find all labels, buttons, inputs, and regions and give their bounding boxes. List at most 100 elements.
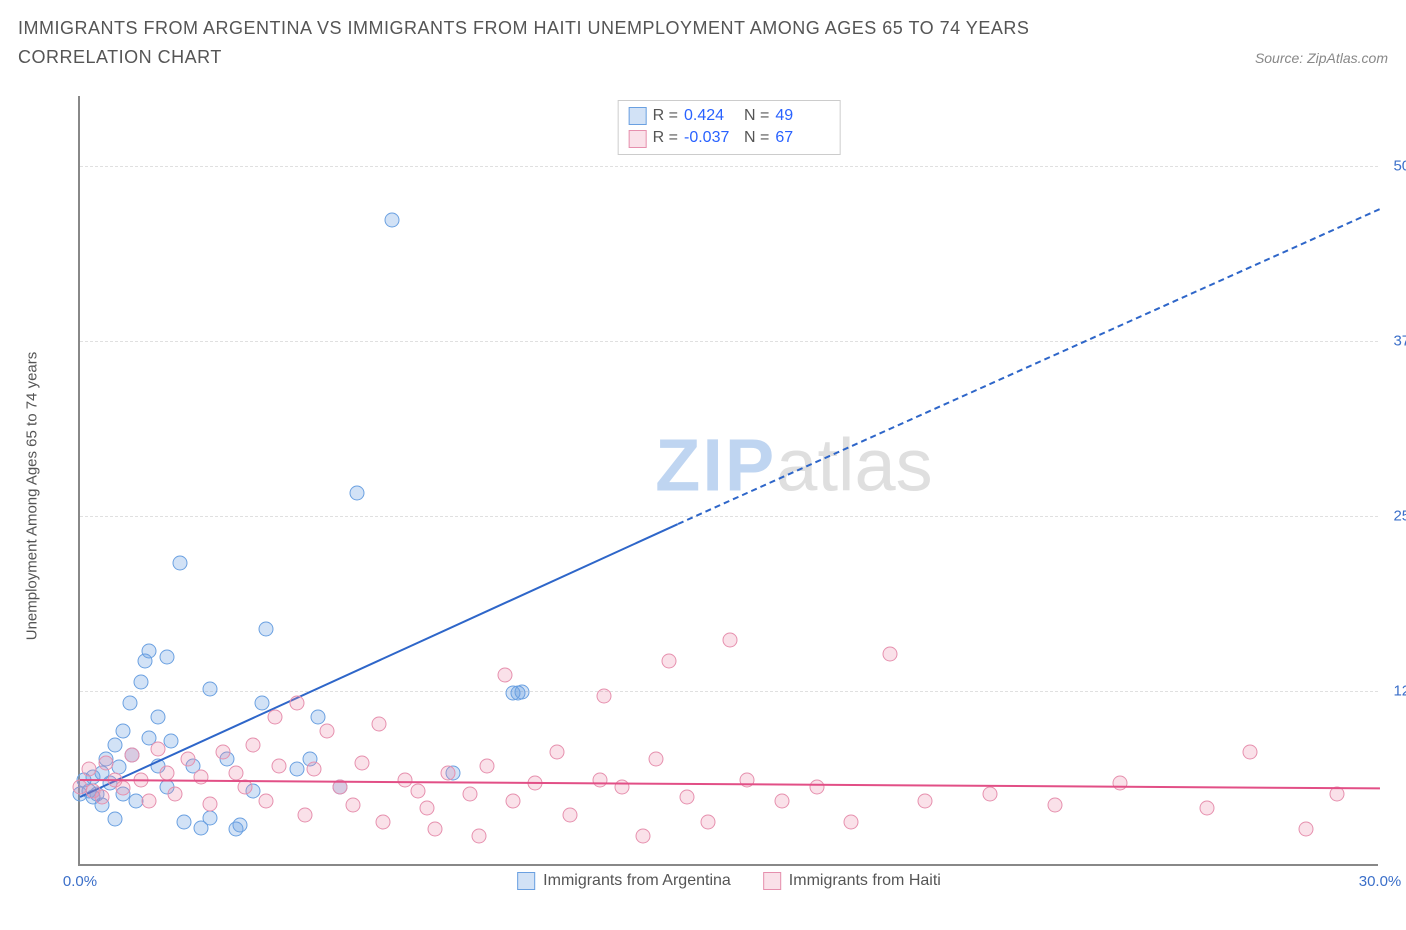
- data-point: [255, 696, 270, 711]
- swatch-haiti-icon: [763, 872, 781, 890]
- trend-line: [678, 208, 1381, 525]
- data-point: [229, 766, 244, 781]
- data-point: [883, 647, 898, 662]
- gridline: [80, 166, 1378, 167]
- data-point: [272, 759, 287, 774]
- data-point: [246, 738, 261, 753]
- data-point: [346, 798, 361, 813]
- data-point: [597, 689, 612, 704]
- legend-label-haiti: Immigrants from Haiti: [789, 872, 941, 890]
- data-point: [298, 808, 313, 823]
- data-point: [216, 745, 231, 760]
- data-point: [116, 781, 131, 796]
- data-point: [593, 773, 608, 788]
- swatch-haiti: [629, 130, 647, 148]
- data-point: [289, 696, 304, 711]
- data-point: [497, 668, 512, 683]
- plot-area: ZIPatlas R = 0.424 N = 49 R = -0.037 N =…: [78, 96, 1378, 866]
- y-tick-label: 12.5%: [1393, 683, 1406, 700]
- data-point: [918, 794, 933, 809]
- data-point: [662, 654, 677, 669]
- data-point: [471, 829, 486, 844]
- data-point: [194, 770, 209, 785]
- swatch-argentina: [629, 107, 647, 125]
- data-point: [107, 812, 122, 827]
- legend-row-haiti: R = -0.037 N = 67: [629, 127, 830, 149]
- data-point: [151, 742, 166, 757]
- data-point: [649, 752, 664, 767]
- data-point: [723, 633, 738, 648]
- data-point: [289, 761, 304, 776]
- data-point: [1048, 798, 1063, 813]
- data-point: [428, 822, 443, 837]
- data-point: [411, 784, 426, 799]
- legend-row-argentina: R = 0.424 N = 49: [629, 105, 830, 127]
- data-point: [385, 213, 400, 228]
- data-point: [1243, 745, 1258, 760]
- data-point: [441, 766, 456, 781]
- data-point: [320, 724, 335, 739]
- data-point: [94, 789, 109, 804]
- data-point: [268, 710, 283, 725]
- swatch-argentina-icon: [517, 872, 535, 890]
- y-tick-label: 25.0%: [1393, 508, 1406, 525]
- data-point: [125, 747, 140, 762]
- data-point: [983, 787, 998, 802]
- source-label: Source: ZipAtlas.com: [1255, 50, 1388, 66]
- data-point: [142, 794, 157, 809]
- legend-label-argentina: Immigrants from Argentina: [543, 872, 731, 890]
- data-point: [203, 810, 218, 825]
- data-point: [372, 717, 387, 732]
- data-point: [107, 738, 122, 753]
- data-point: [463, 787, 478, 802]
- data-point: [1113, 775, 1128, 790]
- data-point: [142, 644, 157, 659]
- data-point: [350, 486, 365, 501]
- data-point: [1199, 801, 1214, 816]
- data-point: [203, 796, 218, 811]
- data-point: [172, 556, 187, 571]
- data-point: [809, 780, 824, 795]
- data-point: [133, 675, 148, 690]
- data-point: [233, 817, 248, 832]
- data-point: [168, 787, 183, 802]
- data-point: [259, 621, 274, 636]
- data-point: [81, 761, 96, 776]
- data-point: [354, 756, 369, 771]
- x-tick-label: 0.0%: [63, 873, 97, 890]
- data-point: [311, 710, 326, 725]
- data-point: [549, 745, 564, 760]
- y-axis-label: Unemployment Among Ages 65 to 74 years: [24, 352, 41, 641]
- data-point: [844, 815, 859, 830]
- data-point: [116, 724, 131, 739]
- data-point: [515, 684, 530, 699]
- data-point: [177, 815, 192, 830]
- series-legend: Immigrants from Argentina Immigrants fro…: [517, 872, 941, 890]
- data-point: [259, 794, 274, 809]
- chart-container: Unemployment Among Ages 65 to 74 years Z…: [60, 96, 1390, 896]
- data-point: [480, 759, 495, 774]
- y-tick-label: 50.0%: [1393, 158, 1406, 175]
- trend-line: [80, 779, 1380, 789]
- data-point: [679, 789, 694, 804]
- data-point: [398, 773, 413, 788]
- data-point: [151, 710, 166, 725]
- gridline: [80, 691, 1378, 692]
- data-point: [562, 808, 577, 823]
- data-point: [99, 756, 114, 771]
- data-point: [159, 766, 174, 781]
- watermark: ZIPatlas: [655, 422, 932, 507]
- data-point: [203, 682, 218, 697]
- data-point: [506, 794, 521, 809]
- data-point: [775, 794, 790, 809]
- data-point: [701, 815, 716, 830]
- data-point: [419, 801, 434, 816]
- y-tick-label: 37.5%: [1393, 333, 1406, 350]
- data-point: [122, 696, 137, 711]
- data-point: [636, 829, 651, 844]
- gridline: [80, 516, 1378, 517]
- data-point: [164, 733, 179, 748]
- chart-title: IMMIGRANTS FROM ARGENTINA VS IMMIGRANTS …: [18, 14, 1118, 72]
- legend-item-argentina: Immigrants from Argentina: [517, 872, 731, 890]
- data-point: [307, 761, 322, 776]
